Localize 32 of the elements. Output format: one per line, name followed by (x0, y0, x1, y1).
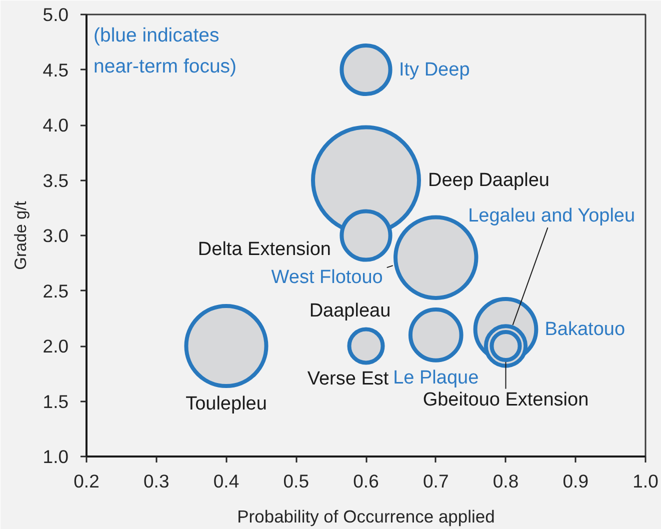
x-tick-label: 0.9 (562, 470, 588, 492)
x-tick-label: 1.0 (632, 470, 658, 492)
data-label: Delta Extension (198, 239, 332, 260)
data-label: Deep Daapleu (428, 170, 550, 191)
y-tick-label: 2.5 (42, 280, 68, 302)
y-tick-label: 1.0 (42, 446, 68, 467)
x-axis-title: Probability of Occurrence applied (237, 506, 495, 526)
y-tick-label: 2.0 (42, 336, 68, 356)
data-label: Ity Deep (399, 59, 470, 80)
annotation: (blue indicates near-term focus) (94, 24, 237, 78)
y-axis-title: Grade g/t (12, 200, 30, 270)
x-tick-label: 0.6 (353, 470, 379, 492)
y-tick-label: 5.0 (42, 4, 68, 25)
y-tick-label: 3.0 (42, 225, 68, 246)
x-tick-label: 0.7 (423, 470, 449, 492)
x-tick-label: 0.4 (213, 470, 240, 492)
y-tick-label: 4.5 (42, 59, 68, 80)
x-tick-label: 0.8 (492, 470, 519, 492)
data-label: Daapleau (309, 300, 391, 322)
data-label: Gbeitouo Extension (422, 390, 589, 410)
y-tick-label: 1.5 (42, 390, 68, 412)
annotation: Verse Est (307, 368, 390, 390)
x-tick-label: 0.5 (283, 470, 309, 492)
x-tick-label: 0.3 (144, 470, 170, 492)
data-label: Toulepleu (186, 394, 267, 414)
data-label: Legaleu and Yopleu (468, 206, 636, 226)
data-label: West Flotouo (271, 267, 383, 288)
data-label: Le Plaque (393, 367, 479, 388)
x-tick-label: 0.2 (74, 470, 100, 492)
data-label: Bakatouo (544, 318, 626, 340)
y-tick-label: 4.0 (42, 114, 68, 136)
y-tick-label: 3.5 (42, 170, 68, 191)
